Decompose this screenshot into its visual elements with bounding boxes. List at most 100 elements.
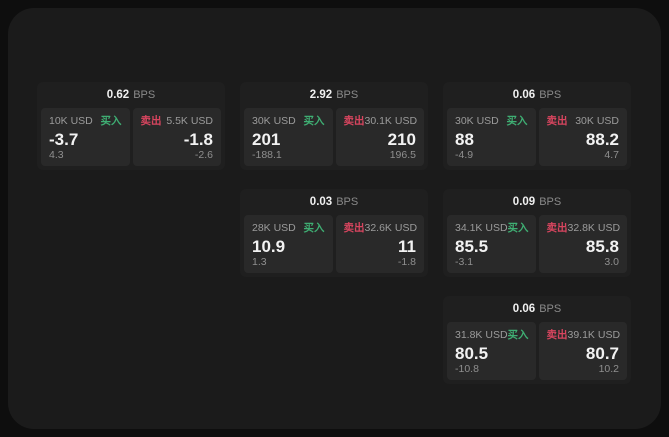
buy-delta: -4.9 bbox=[455, 149, 474, 161]
dashboard-panel: 0.62 BPS 10K USD 买入 -3.7 4.3 卖出 5.5K USD… bbox=[8, 8, 661, 429]
buy-delta: -188.1 bbox=[252, 149, 282, 161]
sell-amount: 30K USD bbox=[575, 115, 619, 127]
quote-card[interactable]: 2.92 BPS 30K USD 买入 201 -188.1 卖出 30.1K … bbox=[240, 82, 428, 170]
bps-unit-label: BPS bbox=[133, 89, 156, 101]
card-body: 28K USD 买入 10.9 1.3 卖出 32.6K USD 11 -1.8 bbox=[244, 215, 424, 273]
sell-delta: 4.7 bbox=[604, 149, 619, 161]
card-header: 0.06 BPS bbox=[447, 296, 627, 322]
quote-card[interactable]: 0.62 BPS 10K USD 买入 -3.7 4.3 卖出 5.5K USD… bbox=[37, 82, 225, 170]
bps-unit-label: BPS bbox=[336, 196, 359, 208]
card-header: 0.03 BPS bbox=[244, 189, 424, 215]
sell-side-tag: 卖出 bbox=[546, 329, 568, 341]
buy-side-tag: 买入 bbox=[507, 329, 529, 341]
card-body: 10K USD 买入 -3.7 4.3 卖出 5.5K USD -1.8 -2.… bbox=[41, 108, 221, 166]
buy-amount: 31.8K USD bbox=[455, 329, 508, 341]
bps-unit-label: BPS bbox=[539, 303, 562, 315]
sell-panel[interactable]: 卖出 32.6K USD 11 -1.8 bbox=[335, 215, 424, 273]
sell-panel[interactable]: 卖出 32.8K USD 85.8 3.0 bbox=[538, 215, 627, 273]
card-column: 0.06 BPS 30K USD 买入 88 -4.9 卖出 30K USD 8… bbox=[443, 82, 631, 384]
sell-delta: 196.5 bbox=[389, 149, 416, 161]
buy-price: 85.5 bbox=[455, 237, 489, 256]
buy-amount: 30K USD bbox=[252, 115, 296, 127]
buy-price: 10.9 bbox=[252, 237, 286, 256]
buy-delta: -3.1 bbox=[455, 256, 474, 268]
bps-value: 0.06 bbox=[512, 303, 536, 315]
buy-side-tag: 买入 bbox=[507, 222, 529, 234]
sell-price: 88.2 bbox=[585, 130, 619, 149]
card-column: 0.62 BPS 10K USD 买入 -3.7 4.3 卖出 5.5K USD… bbox=[37, 82, 225, 170]
sell-delta: -2.6 bbox=[194, 149, 213, 161]
buy-top-row: 28K USD 买入 bbox=[252, 222, 325, 234]
buy-panel[interactable]: 10K USD 买入 -3.7 4.3 bbox=[41, 108, 130, 166]
card-header: 0.09 BPS bbox=[447, 189, 627, 215]
sell-delta: 3.0 bbox=[604, 256, 619, 268]
buy-panel[interactable]: 34.1K USD 买入 85.5 -3.1 bbox=[447, 215, 536, 273]
bps-value: 0.62 bbox=[106, 89, 130, 101]
buy-delta: 4.3 bbox=[49, 149, 64, 161]
buy-panel[interactable]: 30K USD 买入 201 -188.1 bbox=[244, 108, 333, 166]
sell-top-row: 卖出 30.1K USD bbox=[343, 115, 418, 127]
sell-top-row: 卖出 30K USD bbox=[547, 115, 620, 127]
buy-side-tag: 买入 bbox=[303, 222, 325, 234]
buy-amount: 28K USD bbox=[252, 222, 296, 234]
sell-delta: 10.2 bbox=[598, 363, 619, 375]
card-body: 34.1K USD 买入 85.5 -3.1 卖出 32.8K USD 85.8… bbox=[447, 215, 627, 273]
buy-amount: 10K USD bbox=[49, 115, 93, 127]
quote-card[interactable]: 0.06 BPS 30K USD 买入 88 -4.9 卖出 30K USD 8… bbox=[443, 82, 631, 170]
quote-card[interactable]: 0.09 BPS 34.1K USD 买入 85.5 -3.1 卖出 32.8K… bbox=[443, 189, 631, 277]
sell-amount: 30.1K USD bbox=[364, 115, 418, 127]
card-body: 30K USD 买入 201 -188.1 卖出 30.1K USD 210 1… bbox=[244, 108, 424, 166]
sell-panel[interactable]: 卖出 30.1K USD 210 196.5 bbox=[335, 108, 424, 166]
buy-top-row: 30K USD 买入 bbox=[252, 115, 325, 127]
sell-side-tag: 卖出 bbox=[343, 222, 365, 234]
sell-top-row: 卖出 5.5K USD bbox=[141, 115, 214, 127]
bps-value: 2.92 bbox=[309, 89, 333, 101]
sell-price: 11 bbox=[398, 237, 416, 256]
card-body: 31.8K USD 买入 80.5 -10.8 卖出 39.1K USD 80.… bbox=[447, 322, 627, 380]
buy-side-tag: 买入 bbox=[100, 115, 122, 127]
sell-side-tag: 卖出 bbox=[546, 222, 568, 234]
bps-unit-label: BPS bbox=[336, 89, 359, 101]
quote-card[interactable]: 0.03 BPS 28K USD 买入 10.9 1.3 卖出 32.6K US… bbox=[240, 189, 428, 277]
quote-card[interactable]: 0.06 BPS 31.8K USD 买入 80.5 -10.8 卖出 39.1… bbox=[443, 296, 631, 384]
sell-amount: 39.1K USD bbox=[567, 329, 621, 341]
sell-price: 210 bbox=[387, 130, 416, 149]
buy-price: 201 bbox=[252, 130, 281, 149]
buy-amount: 30K USD bbox=[455, 115, 499, 127]
sell-panel[interactable]: 卖出 30K USD 88.2 4.7 bbox=[538, 108, 627, 166]
buy-delta: -10.8 bbox=[455, 363, 479, 375]
sell-panel[interactable]: 卖出 39.1K USD 80.7 10.2 bbox=[538, 322, 627, 380]
sell-delta: -1.8 bbox=[397, 256, 416, 268]
sell-side-tag: 卖出 bbox=[343, 115, 365, 127]
sell-top-row: 卖出 32.6K USD bbox=[343, 222, 418, 234]
sell-amount: 32.8K USD bbox=[567, 222, 621, 234]
buy-panel[interactable]: 28K USD 买入 10.9 1.3 bbox=[244, 215, 333, 273]
sell-price: 80.7 bbox=[585, 344, 619, 363]
sell-side-tag: 卖出 bbox=[546, 115, 568, 127]
buy-panel[interactable]: 31.8K USD 买入 80.5 -10.8 bbox=[447, 322, 536, 380]
buy-delta: 1.3 bbox=[252, 256, 267, 268]
sell-price: 85.8 bbox=[585, 237, 619, 256]
card-body: 30K USD 买入 88 -4.9 卖出 30K USD 88.2 4.7 bbox=[447, 108, 627, 166]
sell-panel[interactable]: 卖出 5.5K USD -1.8 -2.6 bbox=[132, 108, 221, 166]
buy-top-row: 34.1K USD 买入 bbox=[455, 222, 529, 234]
bps-value: 0.09 bbox=[512, 196, 536, 208]
buy-price: -3.7 bbox=[49, 130, 79, 149]
bps-value: 0.06 bbox=[512, 89, 536, 101]
bps-unit-label: BPS bbox=[539, 196, 562, 208]
bps-unit-label: BPS bbox=[539, 89, 562, 101]
cards-grid: 0.62 BPS 10K USD 买入 -3.7 4.3 卖出 5.5K USD… bbox=[37, 82, 631, 384]
buy-panel[interactable]: 30K USD 买入 88 -4.9 bbox=[447, 108, 536, 166]
buy-amount: 34.1K USD bbox=[455, 222, 508, 234]
sell-side-tag: 卖出 bbox=[140, 115, 162, 127]
card-header: 0.62 BPS bbox=[41, 82, 221, 108]
sell-amount: 5.5K USD bbox=[166, 115, 213, 127]
buy-top-row: 31.8K USD 买入 bbox=[455, 329, 529, 341]
card-header: 2.92 BPS bbox=[244, 82, 424, 108]
sell-amount: 32.6K USD bbox=[364, 222, 418, 234]
buy-side-tag: 买入 bbox=[303, 115, 325, 127]
sell-price: -1.8 bbox=[183, 130, 213, 149]
sell-top-row: 卖出 32.8K USD bbox=[546, 222, 621, 234]
card-column: 2.92 BPS 30K USD 买入 201 -188.1 卖出 30.1K … bbox=[240, 82, 428, 277]
bps-value: 0.03 bbox=[309, 196, 333, 208]
